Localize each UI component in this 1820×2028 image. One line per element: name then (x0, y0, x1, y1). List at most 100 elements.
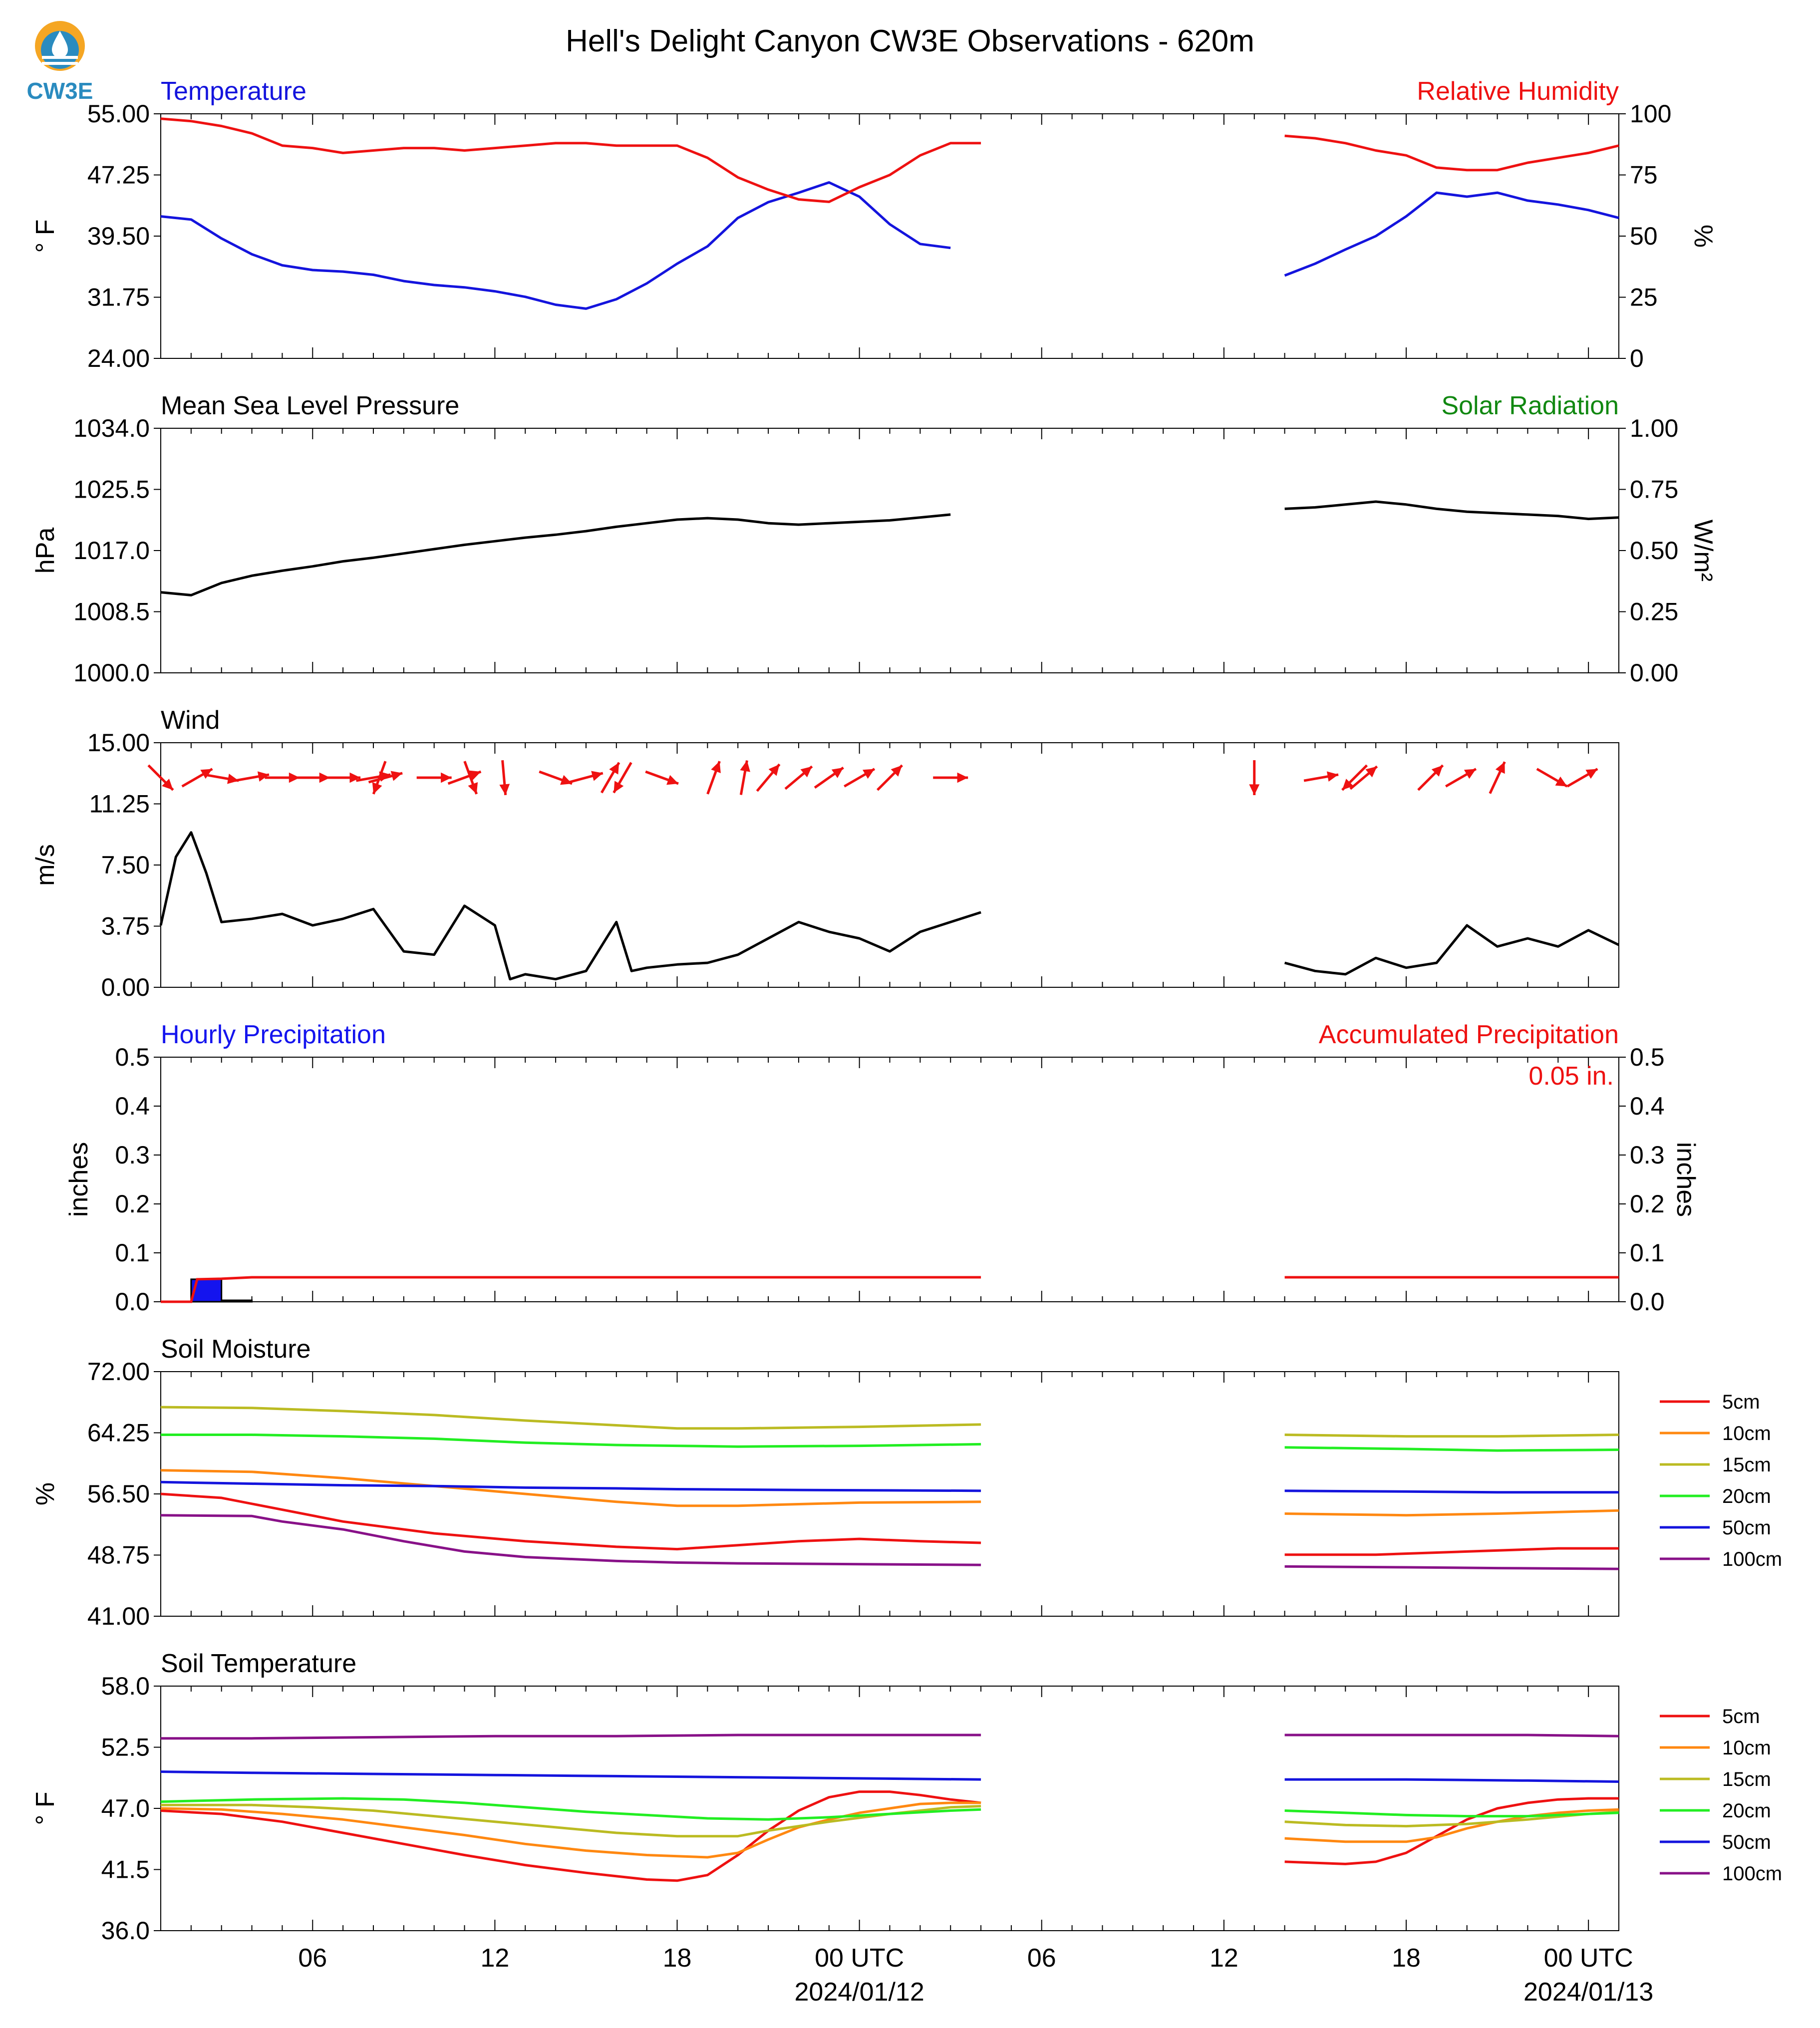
wind-arrow (234, 771, 270, 782)
wind-arrow-head (372, 782, 382, 794)
wind-arrow (372, 761, 387, 795)
series-line-100cm (161, 1734, 981, 1740)
legend-label: 50cm (1722, 1517, 1771, 1539)
y-tick-label: 39.50 (87, 222, 150, 250)
wind-arrow-head (390, 771, 403, 781)
series-line-10cm (1284, 1509, 1619, 1517)
wind-arrow (499, 760, 510, 796)
panel-title-left: Temperature (161, 77, 306, 106)
accumulated-total-label: 0.05 in. (1528, 1062, 1614, 1091)
legend-label: 20cm (1722, 1485, 1771, 1507)
wind-arrow-head (1585, 769, 1598, 779)
wind-arrow-head (768, 764, 780, 776)
wind-arrow (539, 770, 573, 785)
wind-arrow (814, 766, 844, 789)
series-line-100cm (1284, 1734, 1619, 1738)
wind-arrow (1566, 768, 1598, 788)
y-tick-label-right: 0.3 (1630, 1141, 1665, 1169)
legend-label: 5cm (1722, 1706, 1760, 1728)
y-tick-label: 41.00 (87, 1602, 150, 1630)
series-line-10cm (160, 1469, 981, 1507)
series-line-5cm (160, 1790, 981, 1882)
panel-pressure: 1034.0 1025.5 1017.0 1008.5 1000.0 1.00 0.75 0.… (31, 391, 1718, 687)
y-tick-label: 41.5 (101, 1856, 150, 1884)
wind-arrow-head (349, 772, 361, 783)
y-tick-label: 0.00 (101, 973, 150, 1001)
x-date-label: 2024/01/12 (795, 1978, 924, 2007)
series-line-50cm (160, 1480, 981, 1492)
wind-arrow-head (1365, 766, 1377, 778)
wind-arrow (1349, 765, 1378, 790)
series-line-15cm (1284, 1434, 1619, 1438)
wind-arrow-head (162, 779, 173, 790)
x-tick-label: 18 (663, 1944, 692, 1973)
wind-arrow (784, 765, 813, 790)
y-tick-label: 72.00 (87, 1358, 150, 1386)
y-tick-label-right: 0.00 (1630, 659, 1678, 687)
series-line-5cm (1284, 1547, 1619, 1556)
logo-drop-icon (52, 31, 68, 58)
y-tick-label: 52.5 (101, 1734, 150, 1761)
wind-arrow-head (1464, 769, 1476, 779)
wind-arrow-head (289, 772, 300, 783)
chart-title: Hell's Delight Canyon CW3E Observations … (566, 24, 1254, 58)
series-line-left (160, 181, 951, 310)
wind-arrow (645, 770, 679, 785)
wind-arrow-head (1495, 762, 1505, 774)
wind-arrow-head (468, 782, 478, 794)
y-tick-label: 1034.0 (73, 414, 150, 442)
logo-wave-icon (42, 62, 78, 65)
panel-title-left: Hourly Precipitation (161, 1020, 386, 1049)
y-tick-label: 7.50 (101, 851, 150, 879)
y-tick-label-right: 0.25 (1630, 598, 1678, 626)
wind-arrow (325, 772, 361, 783)
y-axis-label-left: hPa (31, 528, 60, 574)
x-date-label: 2024/01/13 (1523, 1978, 1653, 2007)
wind-arrow-head (711, 761, 721, 773)
legend-label: 5cm (1722, 1391, 1760, 1413)
y-tick-label-right: 100 (1630, 100, 1671, 128)
y-tick-label: 0.5 (115, 1043, 150, 1071)
y-tick-label-right: 0.0 (1630, 1288, 1665, 1316)
wind-arrow-head (740, 760, 750, 772)
wind-arrow-head (831, 767, 844, 778)
series-line-left (1284, 924, 1620, 976)
wind-arrow (416, 772, 452, 783)
series-line-left (1284, 500, 1619, 521)
panel-title-left: Wind (161, 706, 220, 735)
y-tick-label: 0.3 (115, 1141, 150, 1169)
x-tick-label: 06 (1027, 1944, 1056, 1973)
series-line-10cm (160, 1801, 981, 1859)
y-tick-label-right: 50 (1630, 222, 1658, 250)
wind-arrow-head (1555, 776, 1567, 787)
y-axis-label-left: ° F (31, 219, 60, 253)
y-tick-label: 47.25 (87, 161, 150, 189)
wind-arrow (569, 771, 604, 784)
panel-title-left: Soil Temperature (161, 1649, 356, 1678)
wind-arrow-head (609, 762, 619, 775)
logo-text: CW3E (27, 78, 93, 104)
y-tick-label-right: 75 (1630, 161, 1658, 189)
x-tick-label: 06 (298, 1944, 327, 1973)
wind-arrow-head (257, 771, 269, 782)
y-tick-label: 1017.0 (73, 537, 150, 565)
series-line-20cm (1284, 1809, 1619, 1818)
y-tick-label-right: 0 (1630, 344, 1644, 372)
accumulated-precip-line (161, 1276, 981, 1303)
series-line-20cm (161, 1434, 981, 1448)
series-line-5cm (160, 1492, 981, 1551)
wind-arrow-head (469, 770, 481, 781)
wind-arrow-head (560, 775, 572, 785)
y-tick-label-right: 0.2 (1630, 1190, 1665, 1218)
y-axis-label-left: m/s (31, 844, 60, 886)
wind-arrow (844, 768, 876, 788)
y-tick-label: 24.00 (87, 344, 150, 372)
wind-arrow (1249, 760, 1260, 795)
wind-arrow (756, 763, 781, 792)
series-line-100cm (1284, 1565, 1619, 1570)
legend-label: 10cm (1722, 1737, 1771, 1759)
y-tick-label-right: 0.50 (1630, 537, 1678, 565)
y-tick-label: 56.50 (87, 1480, 150, 1508)
wind-arrow (876, 764, 904, 791)
